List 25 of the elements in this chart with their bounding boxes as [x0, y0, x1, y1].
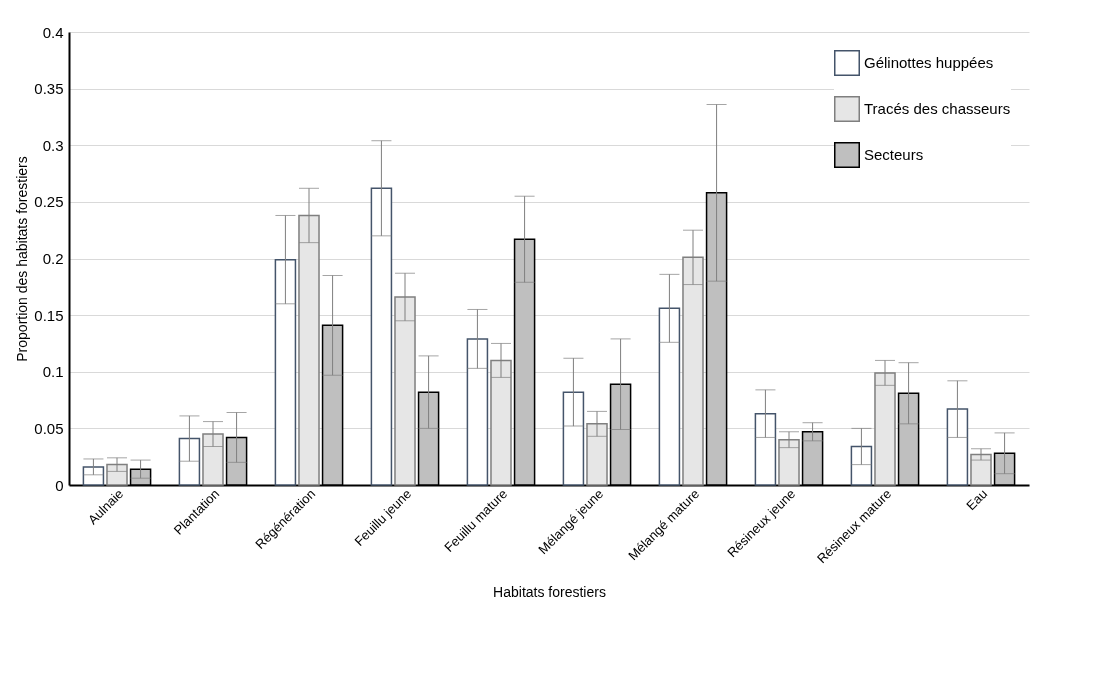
- bar: [946, 408, 969, 486]
- y-tick-label: 0.2: [42, 250, 64, 267]
- bar: [178, 437, 201, 486]
- legend-label: Secteurs: [864, 146, 924, 163]
- bar: [562, 391, 585, 486]
- x-axis-title: Habitats forestiers: [493, 584, 606, 601]
- bar: [658, 307, 681, 486]
- y-tick-label: 0.35: [34, 80, 64, 98]
- y-axis-title: Proportion des habitats forestiers: [14, 156, 31, 362]
- legend-label: Gélinottes huppées: [864, 54, 994, 71]
- y-tick-label: 0.4: [42, 23, 64, 41]
- y-tick-label: 0: [55, 476, 64, 494]
- y-tick-label: 0.15: [34, 306, 64, 324]
- x-tick-label: Eau: [963, 486, 991, 514]
- bar: [274, 258, 297, 486]
- bar: [970, 453, 992, 486]
- legend-label: Tracés des chasseurs: [864, 100, 1011, 117]
- y-tick-label: 0.1: [42, 363, 64, 381]
- y-tick-label: 0.05: [34, 419, 64, 437]
- bar: [850, 445, 873, 486]
- y-tick-label: 0.3: [42, 136, 64, 154]
- bar: [754, 412, 777, 486]
- bar: [466, 338, 489, 486]
- bar: [370, 187, 393, 486]
- y-tick-label: 0.25: [34, 193, 64, 211]
